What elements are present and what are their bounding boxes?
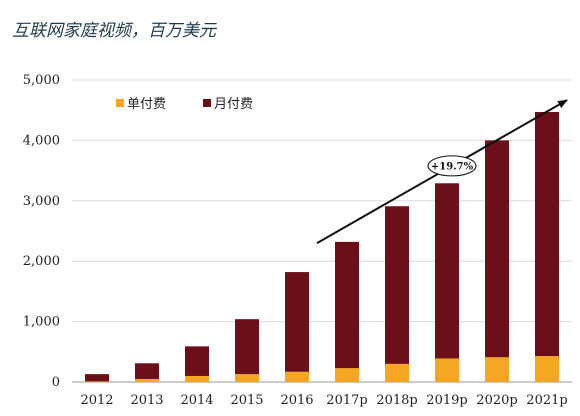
bar-single-pay bbox=[435, 358, 459, 382]
legend-swatch bbox=[116, 99, 124, 107]
growth-callout bbox=[427, 155, 477, 177]
bar-single-pay bbox=[235, 374, 259, 382]
bar-monthly-pay bbox=[535, 112, 559, 357]
x-tick-label: 2016 bbox=[280, 393, 313, 408]
y-tick-label: 3,000 bbox=[23, 194, 60, 209]
bar-single-pay bbox=[85, 381, 109, 382]
y-tick-label: 5,000 bbox=[23, 73, 60, 88]
x-tick-label: 2015 bbox=[230, 393, 263, 408]
legend-label: 月付费 bbox=[214, 97, 253, 112]
chart-title: 互联网家庭视频，百万美元 bbox=[12, 21, 216, 41]
x-tick-label: 2017p bbox=[326, 393, 367, 408]
x-tick-label: 2013 bbox=[130, 393, 163, 408]
bar-single-pay bbox=[135, 378, 159, 382]
bar-single-pay bbox=[535, 356, 559, 382]
bar-monthly-pay bbox=[385, 206, 409, 364]
x-tick-label: 2012 bbox=[80, 393, 113, 408]
bar-monthly-pay bbox=[85, 374, 109, 382]
bar-single-pay bbox=[385, 363, 409, 382]
growth-callout-label: +19.7% bbox=[431, 161, 474, 172]
bar-monthly-pay bbox=[185, 346, 209, 376]
x-tick-label: 2021p bbox=[526, 393, 567, 408]
bar-monthly-pay bbox=[235, 319, 259, 375]
y-tick-label: 4,000 bbox=[23, 133, 60, 148]
x-tick-label: 2020p bbox=[476, 393, 517, 408]
x-tick-label: 2019p bbox=[426, 393, 467, 408]
y-tick-label: 1,000 bbox=[23, 315, 60, 330]
bar-monthly-pay bbox=[485, 140, 509, 358]
x-tick-label: 2014 bbox=[180, 393, 213, 408]
bar-single-pay bbox=[185, 375, 209, 382]
legend-label: 单付费 bbox=[127, 97, 166, 112]
y-tick-label: 0 bbox=[52, 375, 60, 390]
bar-monthly-pay bbox=[135, 363, 159, 379]
bar-single-pay bbox=[285, 371, 309, 382]
bar-monthly-pay bbox=[285, 272, 309, 372]
bar-monthly-pay bbox=[335, 241, 359, 369]
bar-monthly-pay bbox=[435, 183, 459, 359]
legend-swatch bbox=[203, 99, 211, 107]
bar-single-pay bbox=[335, 368, 359, 382]
bar-single-pay bbox=[485, 357, 509, 382]
x-tick-label: 2018p bbox=[376, 393, 417, 408]
y-tick-label: 2,000 bbox=[23, 254, 60, 269]
